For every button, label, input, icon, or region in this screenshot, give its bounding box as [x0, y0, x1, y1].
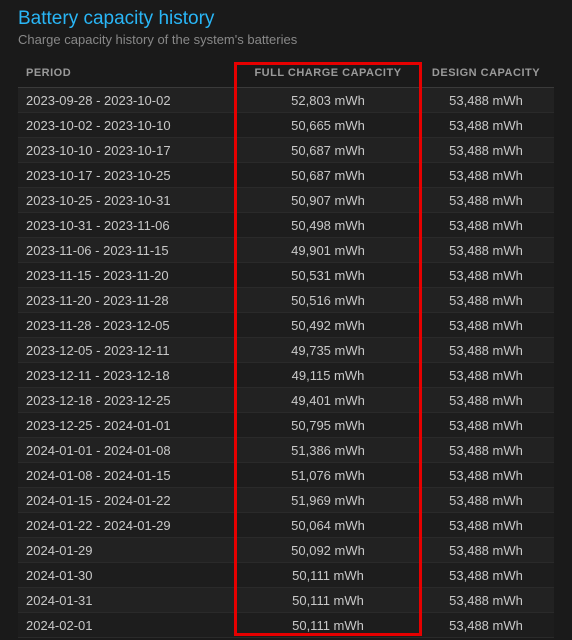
cell-period: 2024-01-15 - 2024-01-22	[18, 488, 238, 513]
cell-full-charge: 50,907 mWh	[238, 188, 418, 213]
cell-full-charge: 50,687 mWh	[238, 138, 418, 163]
cell-design: 53,488 mWh	[418, 413, 554, 438]
cell-design: 53,488 mWh	[418, 388, 554, 413]
cell-design: 53,488 mWh	[418, 238, 554, 263]
battery-report-section: Battery capacity history Charge capacity…	[0, 0, 572, 638]
cell-full-charge: 50,492 mWh	[238, 313, 418, 338]
cell-design: 53,488 mWh	[418, 138, 554, 163]
cell-design: 53,488 mWh	[418, 538, 554, 563]
table-row: 2023-10-17 - 2023-10-2550,687 mWh53,488 …	[18, 163, 554, 188]
table-row: 2024-01-15 - 2024-01-2251,969 mWh53,488 …	[18, 488, 554, 513]
table-row: 2023-12-11 - 2023-12-1849,115 mWh53,488 …	[18, 363, 554, 388]
table-row: 2024-01-3050,111 mWh53,488 mWh	[18, 563, 554, 588]
cell-design: 53,488 mWh	[418, 163, 554, 188]
col-header-full-charge: FULL CHARGE CAPACITY	[238, 61, 418, 88]
table-header-row: PERIOD FULL CHARGE CAPACITY DESIGN CAPAC…	[18, 61, 554, 88]
cell-period: 2023-10-10 - 2023-10-17	[18, 138, 238, 163]
table-row: 2023-12-18 - 2023-12-2549,401 mWh53,488 …	[18, 388, 554, 413]
cell-period: 2024-02-01	[18, 613, 238, 638]
cell-period: 2024-01-01 - 2024-01-08	[18, 438, 238, 463]
cell-full-charge: 49,901 mWh	[238, 238, 418, 263]
table-row: 2023-11-15 - 2023-11-2050,531 mWh53,488 …	[18, 263, 554, 288]
cell-full-charge: 49,115 mWh	[238, 363, 418, 388]
table-row: 2023-11-20 - 2023-11-2850,516 mWh53,488 …	[18, 288, 554, 313]
cell-design: 53,488 mWh	[418, 263, 554, 288]
cell-full-charge: 51,076 mWh	[238, 463, 418, 488]
table-row: 2023-09-28 - 2023-10-0252,803 mWh53,488 …	[18, 88, 554, 113]
cell-full-charge: 50,111 mWh	[238, 613, 418, 638]
cell-design: 53,488 mWh	[418, 113, 554, 138]
cell-design: 53,488 mWh	[418, 463, 554, 488]
table-row: 2023-11-06 - 2023-11-1549,901 mWh53,488 …	[18, 238, 554, 263]
section-title: Battery capacity history	[18, 8, 554, 30]
col-header-design: DESIGN CAPACITY	[418, 61, 554, 88]
cell-period: 2023-11-06 - 2023-11-15	[18, 238, 238, 263]
cell-full-charge: 50,092 mWh	[238, 538, 418, 563]
cell-design: 53,488 mWh	[418, 88, 554, 113]
cell-design: 53,488 mWh	[418, 588, 554, 613]
cell-full-charge: 50,111 mWh	[238, 563, 418, 588]
cell-period: 2023-11-28 - 2023-12-05	[18, 313, 238, 338]
cell-design: 53,488 mWh	[418, 488, 554, 513]
table-row: 2024-01-3150,111 mWh53,488 mWh	[18, 588, 554, 613]
cell-full-charge: 51,969 mWh	[238, 488, 418, 513]
cell-period: 2023-10-17 - 2023-10-25	[18, 163, 238, 188]
cell-period: 2023-12-18 - 2023-12-25	[18, 388, 238, 413]
table-row: 2023-10-25 - 2023-10-3150,907 mWh53,488 …	[18, 188, 554, 213]
cell-design: 53,488 mWh	[418, 563, 554, 588]
cell-design: 53,488 mWh	[418, 363, 554, 388]
cell-full-charge: 50,665 mWh	[238, 113, 418, 138]
cell-period: 2023-12-05 - 2023-12-11	[18, 338, 238, 363]
cell-period: 2023-12-11 - 2023-12-18	[18, 363, 238, 388]
table-row: 2023-12-05 - 2023-12-1149,735 mWh53,488 …	[18, 338, 554, 363]
table-row: 2024-01-22 - 2024-01-2950,064 mWh53,488 …	[18, 513, 554, 538]
cell-design: 53,488 mWh	[418, 188, 554, 213]
cell-period: 2024-01-29	[18, 538, 238, 563]
cell-full-charge: 51,386 mWh	[238, 438, 418, 463]
capacity-history-table: PERIOD FULL CHARGE CAPACITY DESIGN CAPAC…	[18, 61, 554, 638]
cell-full-charge: 50,498 mWh	[238, 213, 418, 238]
cell-period: 2023-10-31 - 2023-11-06	[18, 213, 238, 238]
cell-full-charge: 50,111 mWh	[238, 588, 418, 613]
cell-design: 53,488 mWh	[418, 213, 554, 238]
cell-full-charge: 50,531 mWh	[238, 263, 418, 288]
cell-design: 53,488 mWh	[418, 288, 554, 313]
table-row: 2023-11-28 - 2023-12-0550,492 mWh53,488 …	[18, 313, 554, 338]
table-row: 2024-01-08 - 2024-01-1551,076 mWh53,488 …	[18, 463, 554, 488]
cell-full-charge: 50,795 mWh	[238, 413, 418, 438]
table-row: 2023-10-31 - 2023-11-0650,498 mWh53,488 …	[18, 213, 554, 238]
col-header-period: PERIOD	[18, 61, 238, 88]
cell-design: 53,488 mWh	[418, 438, 554, 463]
cell-period: 2023-10-25 - 2023-10-31	[18, 188, 238, 213]
cell-period: 2023-09-28 - 2023-10-02	[18, 88, 238, 113]
section-subtitle: Charge capacity history of the system's …	[18, 32, 554, 47]
cell-period: 2024-01-31	[18, 588, 238, 613]
cell-period: 2024-01-30	[18, 563, 238, 588]
cell-full-charge: 52,803 mWh	[238, 88, 418, 113]
table-row: 2023-12-25 - 2024-01-0150,795 mWh53,488 …	[18, 413, 554, 438]
cell-design: 53,488 mWh	[418, 313, 554, 338]
cell-period: 2023-10-02 - 2023-10-10	[18, 113, 238, 138]
cell-period: 2023-11-15 - 2023-11-20	[18, 263, 238, 288]
cell-full-charge: 49,735 mWh	[238, 338, 418, 363]
cell-period: 2023-12-25 - 2024-01-01	[18, 413, 238, 438]
cell-period: 2024-01-08 - 2024-01-15	[18, 463, 238, 488]
table-row: 2024-01-2950,092 mWh53,488 mWh	[18, 538, 554, 563]
cell-full-charge: 49,401 mWh	[238, 388, 418, 413]
table-row: 2023-10-02 - 2023-10-1050,665 mWh53,488 …	[18, 113, 554, 138]
cell-design: 53,488 mWh	[418, 338, 554, 363]
cell-period: 2024-01-22 - 2024-01-29	[18, 513, 238, 538]
cell-design: 53,488 mWh	[418, 613, 554, 638]
cell-full-charge: 50,687 mWh	[238, 163, 418, 188]
table-row: 2024-02-0150,111 mWh53,488 mWh	[18, 613, 554, 638]
table-row: 2024-01-01 - 2024-01-0851,386 mWh53,488 …	[18, 438, 554, 463]
table-row: 2023-10-10 - 2023-10-1750,687 mWh53,488 …	[18, 138, 554, 163]
cell-full-charge: 50,516 mWh	[238, 288, 418, 313]
cell-design: 53,488 mWh	[418, 513, 554, 538]
cell-full-charge: 50,064 mWh	[238, 513, 418, 538]
cell-period: 2023-11-20 - 2023-11-28	[18, 288, 238, 313]
